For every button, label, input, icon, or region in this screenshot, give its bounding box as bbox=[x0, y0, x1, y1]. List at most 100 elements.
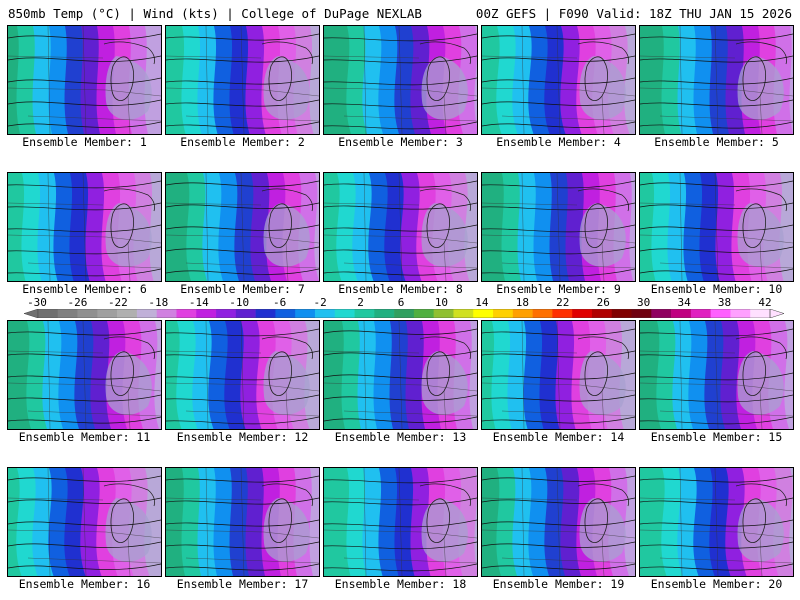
colorbar-tick-label: 30 bbox=[637, 296, 651, 309]
ensemble-member-label: Ensemble Member: 4 bbox=[496, 135, 621, 149]
colorbar-segment bbox=[493, 309, 514, 318]
colorbar-segment bbox=[710, 309, 731, 318]
temperature-map-7 bbox=[166, 173, 319, 281]
ensemble-panel bbox=[7, 25, 162, 135]
temperature-map-16 bbox=[8, 468, 161, 576]
ensemble-panel bbox=[7, 320, 162, 430]
colorbar-tick-label: -18 bbox=[148, 296, 169, 309]
chart-title: 850mb Temp (°C) | Wind (kts) | College o… bbox=[8, 6, 422, 21]
ensemble-member-label: Ensemble Member: 1 bbox=[22, 135, 147, 149]
ensemble-panel bbox=[323, 172, 478, 282]
colorbar-segment bbox=[591, 309, 613, 318]
ensemble-member-label: Ensemble Member: 2 bbox=[180, 135, 305, 149]
colorbar-segment bbox=[473, 309, 494, 318]
ensemble-panel bbox=[323, 467, 478, 577]
run-valid-time: 00Z GEFS | F090 Valid: 18Z THU JAN 15 20… bbox=[475, 6, 792, 21]
colorbar-tick-label: 6 bbox=[397, 296, 405, 309]
colorbar-tick-label: -10 bbox=[229, 296, 250, 309]
colorbar-max-arrow bbox=[769, 309, 784, 318]
colorbar-tick-labels: -30 -26 -22 -18 -14 -10 -6 -2 2 6 10 14 18 22 26 30 34 38… bbox=[0, 296, 800, 309]
ensemble-member-label: Ensemble Member: 3 bbox=[338, 135, 463, 149]
ensemble-panel bbox=[639, 172, 794, 282]
ensemble-member-label: Ensemble Member: 11 bbox=[18, 430, 151, 444]
ensemble-member-label: Ensemble Member: 10 bbox=[650, 282, 783, 296]
colorbar-tick-label: 10 bbox=[434, 296, 449, 309]
temperature-map-4 bbox=[482, 26, 635, 134]
colorbar-tick-label: 42 bbox=[758, 296, 772, 309]
colorbar-tick-label: 18 bbox=[515, 296, 529, 309]
colorbar-tick-label: 38 bbox=[717, 296, 732, 309]
colorbar-segment bbox=[77, 309, 98, 318]
colorbar-segment bbox=[156, 309, 177, 318]
colorbar-segment bbox=[176, 309, 197, 318]
ensemble-member-label: Ensemble Member: 9 bbox=[496, 282, 621, 296]
temperature-map-14 bbox=[482, 321, 635, 429]
temperature-map-13 bbox=[324, 321, 477, 429]
ensemble-member-label: Ensemble Member: 12 bbox=[176, 430, 309, 444]
colorbar-segment bbox=[374, 309, 395, 318]
ensemble-panel bbox=[481, 467, 636, 577]
ensemble-panel bbox=[481, 25, 636, 135]
ensemble-panel bbox=[323, 25, 478, 135]
ensemble-member-label: Ensemble Member: 17 bbox=[176, 577, 309, 591]
colorbar-tick-label: -2 bbox=[313, 296, 327, 309]
ensemble-panel bbox=[639, 25, 794, 135]
ensemble-panel bbox=[165, 25, 320, 135]
colorbar-tick-label: -26 bbox=[67, 296, 88, 309]
colorbar-segment bbox=[57, 309, 78, 318]
ensemble-member-label: Ensemble Member: 18 bbox=[334, 577, 467, 591]
temperature-map-11 bbox=[8, 321, 161, 429]
temperature-map-6 bbox=[8, 173, 161, 281]
ensemble-panel bbox=[165, 172, 320, 282]
colorbar-segment bbox=[750, 309, 771, 318]
colorbar-segment bbox=[255, 309, 276, 318]
colorbar-tick-label: -6 bbox=[273, 296, 287, 309]
ensemble-member-label: Ensemble Member: 7 bbox=[180, 282, 305, 296]
ensemble-member-label: Ensemble Member: 15 bbox=[650, 430, 783, 444]
ensemble-member-label: Ensemble Member: 5 bbox=[654, 135, 779, 149]
ensemble-panel bbox=[639, 467, 794, 577]
temperature-map-10 bbox=[640, 173, 793, 281]
temperature-map-18 bbox=[324, 468, 477, 576]
colorbar-segment bbox=[572, 309, 593, 318]
colorbar-tick-label: 34 bbox=[677, 296, 691, 309]
colorbar-segment bbox=[314, 309, 336, 318]
colorbar-segment bbox=[196, 309, 217, 318]
temperature-map-17 bbox=[166, 468, 319, 576]
ensemble-panel bbox=[7, 172, 162, 282]
colorbar-segment bbox=[354, 309, 375, 318]
temperature-map-20 bbox=[640, 468, 793, 576]
colorbar-segment bbox=[136, 309, 158, 318]
colorbar-segment bbox=[690, 309, 711, 318]
colorbar-segment bbox=[413, 309, 434, 318]
ensemble-panel bbox=[481, 172, 636, 282]
ensemble-member-label: Ensemble Member: 19 bbox=[492, 577, 625, 591]
ensemble-member-label: Ensemble Member: 13 bbox=[334, 430, 467, 444]
colorbar-segment bbox=[651, 309, 672, 318]
temperature-map-15 bbox=[640, 321, 793, 429]
colorbar-tick-label: -30 bbox=[27, 296, 47, 309]
colorbar-tick-label: -14 bbox=[188, 296, 209, 309]
colorbar-tick-label: 14 bbox=[475, 296, 489, 309]
colorbar-segment bbox=[97, 309, 118, 318]
colorbar-tick-label: 2 bbox=[357, 296, 364, 309]
ensemble-panel bbox=[165, 467, 320, 577]
ensemble-panel bbox=[323, 320, 478, 430]
colorbar-segment bbox=[334, 309, 355, 318]
colorbar-segment bbox=[117, 309, 138, 318]
colorbar-segment bbox=[671, 309, 692, 318]
ensemble-member-label: Ensemble Member: 14 bbox=[492, 430, 625, 444]
colorbar-segment bbox=[216, 309, 237, 318]
colorbar-tick-label: 22 bbox=[556, 296, 570, 309]
colorbar-segment bbox=[295, 309, 316, 318]
ensemble-member-label: Ensemble Member: 16 bbox=[18, 577, 151, 591]
colorbar-segment bbox=[512, 309, 533, 318]
temperature-map-3 bbox=[324, 26, 477, 134]
ensemble-panel bbox=[7, 467, 162, 577]
colorbar-segment bbox=[552, 309, 573, 318]
temperature-map-9 bbox=[482, 173, 635, 281]
ensemble-panel bbox=[639, 320, 794, 430]
colorbar-segment bbox=[532, 309, 553, 318]
temperature-map-12 bbox=[166, 321, 319, 429]
ensemble-panel bbox=[481, 320, 636, 430]
